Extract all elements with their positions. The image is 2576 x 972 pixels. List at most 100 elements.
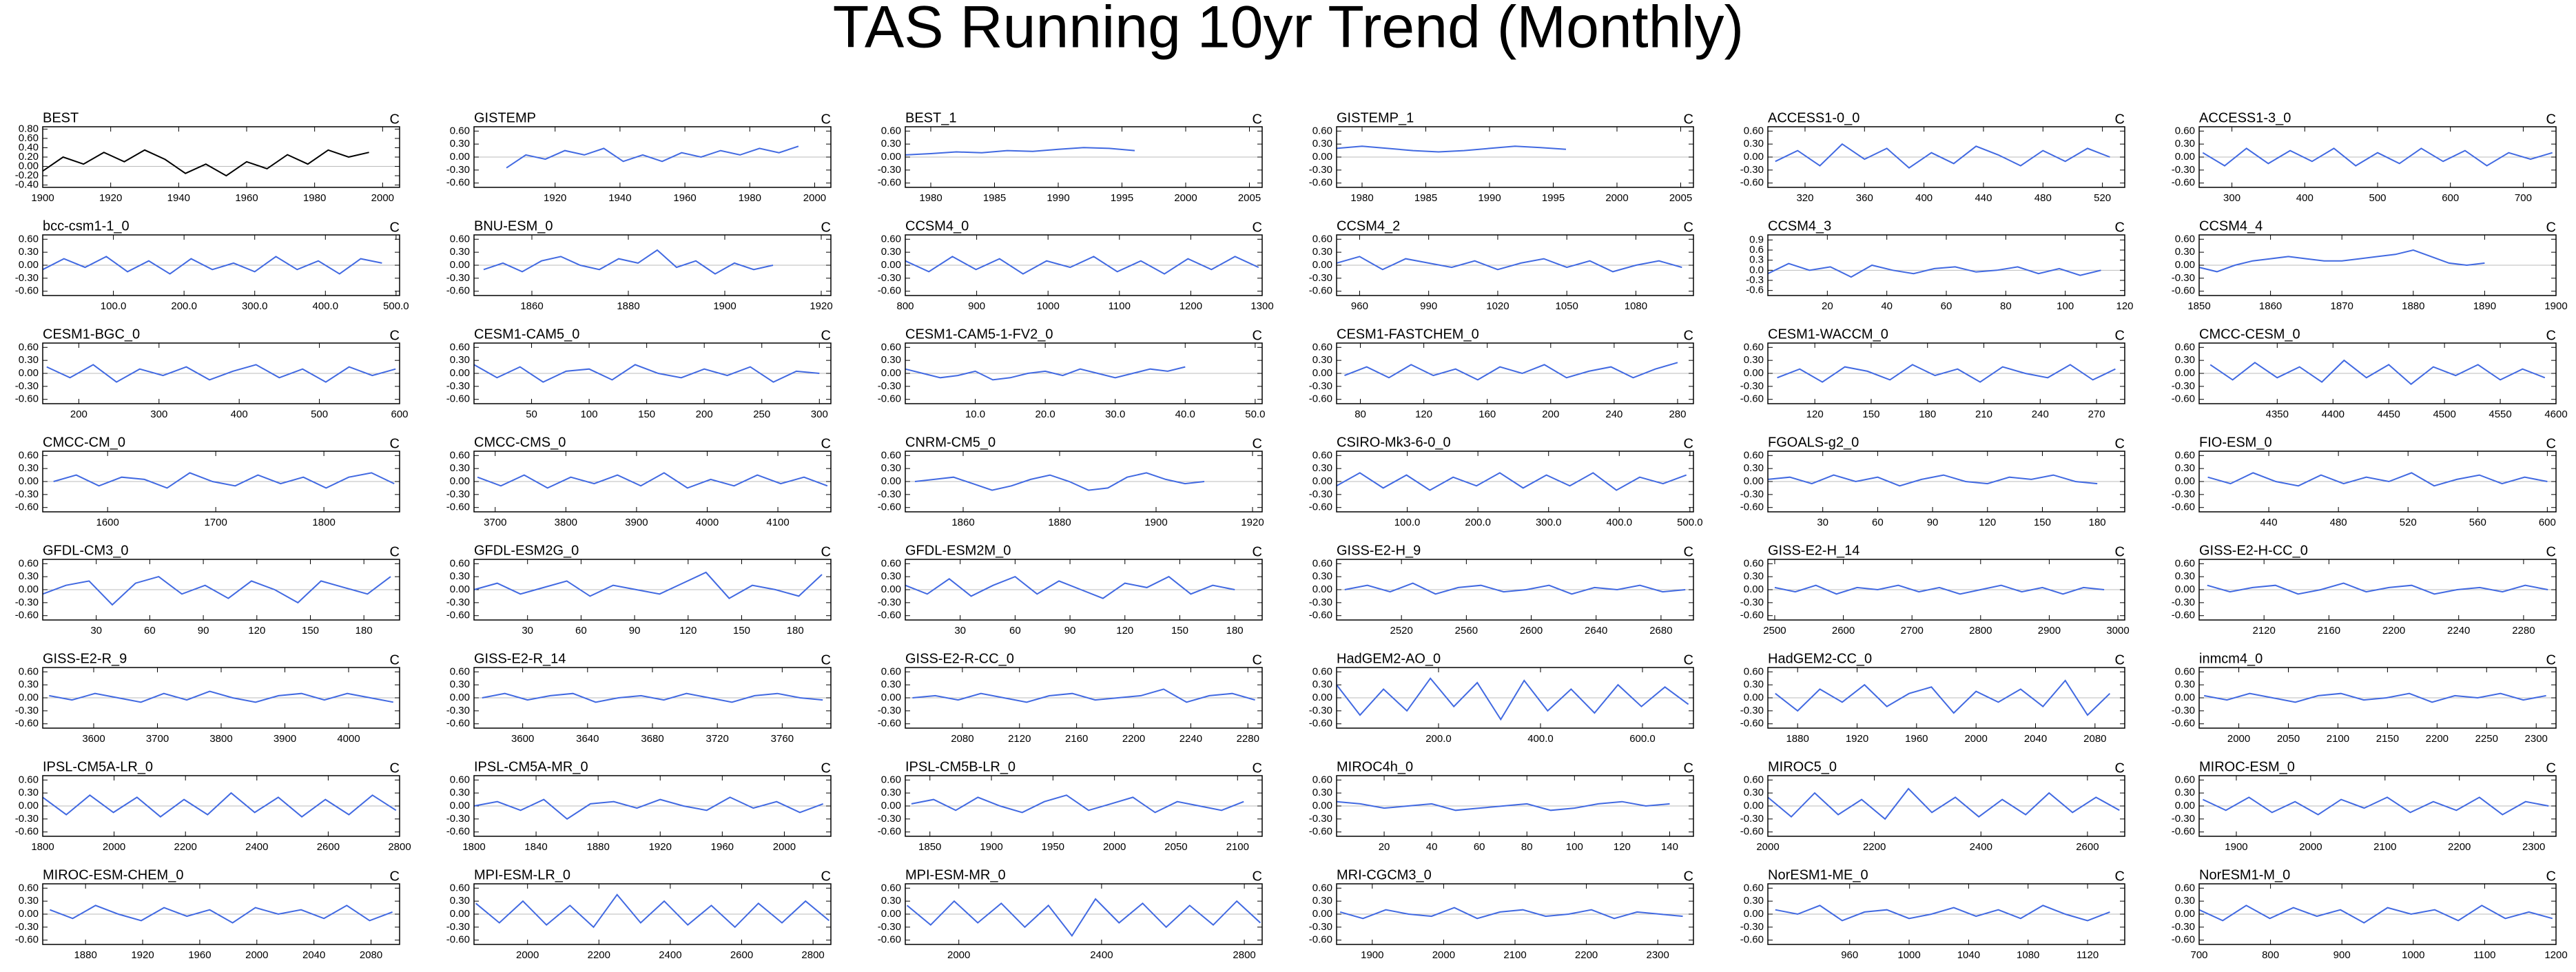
x-tick-label: 1880 bbox=[1786, 733, 1809, 745]
units-label: C bbox=[390, 112, 400, 127]
y-tick-label: 0.30 bbox=[1744, 354, 1764, 366]
y-tick-label: 0.60 bbox=[19, 341, 39, 353]
x-tick-label: 300.0 bbox=[242, 300, 268, 312]
x-tick-label: 700 bbox=[2515, 192, 2532, 204]
x-tick-label: 800 bbox=[896, 300, 914, 312]
plot-frame bbox=[42, 559, 400, 621]
y-tick-label: 0.00 bbox=[19, 583, 39, 595]
plot-frame bbox=[42, 883, 400, 945]
x-tick-label: 240 bbox=[2032, 409, 2049, 420]
y-tick-label: 0.00 bbox=[1312, 692, 1332, 703]
x-tick-label: 120 bbox=[1806, 409, 1824, 420]
x-tick-label: 90 bbox=[1064, 625, 1076, 637]
x-tick-label: 1920 bbox=[1846, 733, 1868, 745]
x-tick-label: 4000 bbox=[337, 733, 360, 745]
plot-frame bbox=[42, 667, 400, 729]
x-tick-label: 2080 bbox=[951, 733, 973, 745]
panel-title: CCSM4_4 bbox=[2199, 218, 2263, 234]
y-tick-label: -0.30 bbox=[15, 921, 39, 933]
plot-frame bbox=[1336, 559, 1694, 621]
data-line bbox=[2207, 472, 2548, 487]
panel-title: BEST_1 bbox=[905, 110, 956, 125]
x-tick-label: 140 bbox=[1661, 841, 1678, 853]
x-tick-label: 2800 bbox=[1969, 625, 1992, 637]
y-tick-label: -0.20 bbox=[15, 169, 39, 181]
y-tick-label: 0.00 bbox=[1312, 908, 1332, 920]
data-line bbox=[1336, 145, 1567, 153]
x-tick-label: 1990 bbox=[1478, 192, 1501, 204]
y-tick-label: 0.00 bbox=[19, 161, 39, 172]
units-label: C bbox=[2546, 112, 2556, 127]
x-tick-label: 500 bbox=[2369, 192, 2386, 204]
panel-title: CESM1-BGC_0 bbox=[43, 327, 140, 342]
y-tick-label: 0.30 bbox=[450, 138, 470, 149]
y-tick-label: -0.60 bbox=[446, 501, 470, 513]
y-tick-label: 0.00 bbox=[1744, 475, 1764, 487]
units-label: C bbox=[1684, 112, 1693, 127]
plot-frame bbox=[905, 667, 1263, 729]
units-label: C bbox=[390, 220, 400, 235]
y-tick-label: 0.60 bbox=[881, 665, 901, 677]
x-tick-label: 90 bbox=[629, 625, 641, 637]
y-tick-label: 0.30 bbox=[1744, 895, 1764, 907]
x-tick-label: 150 bbox=[1862, 409, 1879, 420]
x-tick-label: 3600 bbox=[511, 733, 534, 745]
units-label: C bbox=[2546, 761, 2556, 776]
y-tick-label: -0.30 bbox=[2172, 705, 2195, 716]
figure-title: TAS Running 10yr Trend (Monthly) bbox=[833, 0, 1744, 61]
y-tick-label: 0.30 bbox=[1312, 895, 1332, 907]
y-tick-label: 0.30 bbox=[19, 679, 39, 690]
y-tick-label: -0.30 bbox=[446, 164, 470, 176]
x-tick-label: 1800 bbox=[31, 841, 54, 853]
y-tick-label: -0.60 bbox=[878, 501, 901, 513]
data-line bbox=[905, 366, 1186, 381]
y-tick-label: 0.60 bbox=[2175, 557, 2195, 569]
x-tick-label: 2400 bbox=[1970, 841, 1992, 853]
data-line bbox=[905, 147, 1135, 156]
units-label: C bbox=[1253, 869, 1262, 884]
panel-title: CMCC-CM_0 bbox=[43, 435, 125, 450]
x-tick-label: 1080 bbox=[1625, 300, 1647, 312]
x-tick-label: 40.0 bbox=[1175, 409, 1195, 420]
y-tick-label: -0.60 bbox=[2172, 718, 2195, 730]
y-tick-label: 0.30 bbox=[2175, 679, 2195, 690]
x-tick-label: 2600 bbox=[2076, 841, 2099, 853]
data-line bbox=[53, 472, 395, 489]
units-label: C bbox=[390, 652, 400, 668]
x-tick-label: 2000 bbox=[1103, 841, 1126, 853]
x-tick-label: 600.0 bbox=[1629, 733, 1656, 745]
x-tick-label: 2100 bbox=[2327, 733, 2349, 745]
x-tick-label: 1980 bbox=[303, 192, 326, 204]
y-tick-label: 0.30 bbox=[1312, 462, 1332, 474]
x-tick-label: 210 bbox=[1975, 409, 1992, 420]
plot-frame bbox=[2198, 126, 2557, 188]
y-tick-label: 0.60 bbox=[2175, 233, 2195, 245]
x-tick-label: 60 bbox=[144, 625, 156, 637]
y-tick-label: 0.60 bbox=[19, 774, 39, 785]
data-line bbox=[1344, 362, 1678, 381]
y-tick-label: 0.30 bbox=[2175, 462, 2195, 474]
panel-title: CCSM4_0 bbox=[905, 218, 969, 234]
x-tick-label: 80 bbox=[2000, 300, 2012, 312]
x-tick-label: 1880 bbox=[74, 949, 96, 961]
x-tick-label: 520 bbox=[2094, 192, 2111, 204]
y-tick-label: 0.00 bbox=[450, 583, 470, 595]
data-line bbox=[911, 794, 1244, 814]
x-tick-label: 2600 bbox=[1832, 625, 1855, 637]
y-tick-label: 0.30 bbox=[19, 570, 39, 582]
x-tick-label: 120 bbox=[248, 625, 265, 637]
panel-title: inmcm4_0 bbox=[2199, 651, 2263, 666]
x-tick-label: 3760 bbox=[771, 733, 794, 745]
x-tick-label: 2000 bbox=[371, 192, 394, 204]
y-tick-label: 0.00 bbox=[1744, 908, 1764, 920]
plot-frame bbox=[2198, 667, 2557, 729]
y-tick-label: 0.00 bbox=[2175, 475, 2195, 487]
x-tick-label: 1920 bbox=[131, 949, 154, 961]
y-tick-label: 0.30 bbox=[1744, 679, 1764, 690]
x-tick-label: 1860 bbox=[520, 300, 543, 312]
y-tick-label: 0.30 bbox=[19, 354, 39, 366]
y-tick-label: -0.60 bbox=[2172, 826, 2195, 838]
x-tick-label: 100 bbox=[1566, 841, 1583, 853]
units-label: C bbox=[1253, 436, 1262, 451]
y-tick-label: -0.30 bbox=[878, 597, 901, 608]
